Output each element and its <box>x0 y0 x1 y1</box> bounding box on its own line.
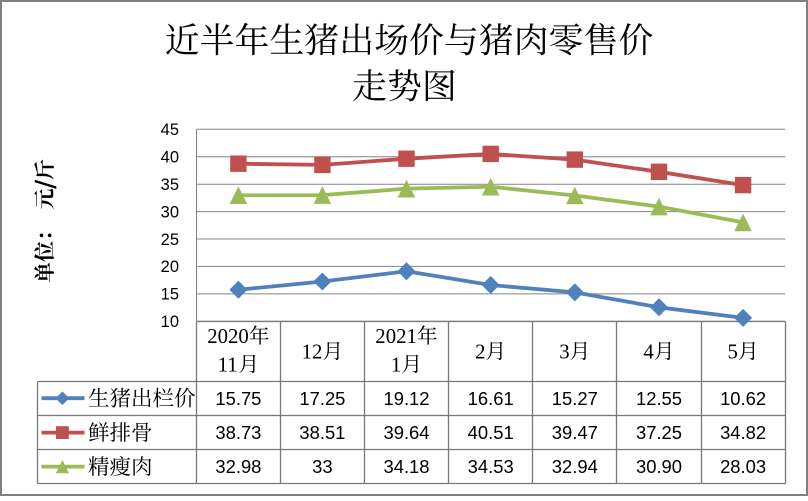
svg-text:25: 25 <box>161 231 179 249</box>
svg-text:4: 4 <box>643 340 654 363</box>
svg-text:11: 11 <box>218 353 238 376</box>
svg-text:2: 2 <box>475 340 485 363</box>
svg-text:34.18: 34.18 <box>383 456 429 477</box>
svg-text:39.64: 39.64 <box>383 422 429 443</box>
svg-text:17.25: 17.25 <box>299 388 345 409</box>
svg-text:15.75: 15.75 <box>215 388 261 409</box>
svg-text:12: 12 <box>302 340 323 363</box>
svg-text:30: 30 <box>161 203 179 221</box>
svg-text:34.82: 34.82 <box>720 422 766 443</box>
svg-text:40: 40 <box>161 149 179 167</box>
svg-text:16.61: 16.61 <box>468 388 514 409</box>
svg-text:45: 45 <box>161 121 179 139</box>
svg-text:37.25: 37.25 <box>636 422 682 443</box>
svg-text:5: 5 <box>728 340 738 363</box>
svg-text:19.12: 19.12 <box>383 388 429 409</box>
svg-text:12.55: 12.55 <box>636 388 682 409</box>
svg-text:3: 3 <box>559 340 569 363</box>
svg-text:34.53: 34.53 <box>468 456 514 477</box>
svg-text:15.27: 15.27 <box>552 388 598 409</box>
svg-text:30.90: 30.90 <box>636 456 682 477</box>
svg-text:39.47: 39.47 <box>552 422 598 443</box>
svg-text:35: 35 <box>161 176 179 194</box>
svg-text:2021: 2021 <box>375 325 417 348</box>
svg-text:15: 15 <box>161 286 179 304</box>
svg-text:10: 10 <box>161 313 179 331</box>
svg-text:2020: 2020 <box>207 325 249 348</box>
svg-text:38.73: 38.73 <box>215 422 261 443</box>
svg-text:32.98: 32.98 <box>215 456 261 477</box>
svg-text:40.51: 40.51 <box>468 422 514 443</box>
svg-text:38.51: 38.51 <box>299 422 345 443</box>
svg-text:28.03: 28.03 <box>720 456 766 477</box>
svg-text:20: 20 <box>161 258 179 276</box>
svg-text:32.94: 32.94 <box>552 456 598 477</box>
svg-text:33: 33 <box>312 456 332 477</box>
svg-text:10.62: 10.62 <box>720 388 766 409</box>
svg-text:1: 1 <box>391 353 401 376</box>
